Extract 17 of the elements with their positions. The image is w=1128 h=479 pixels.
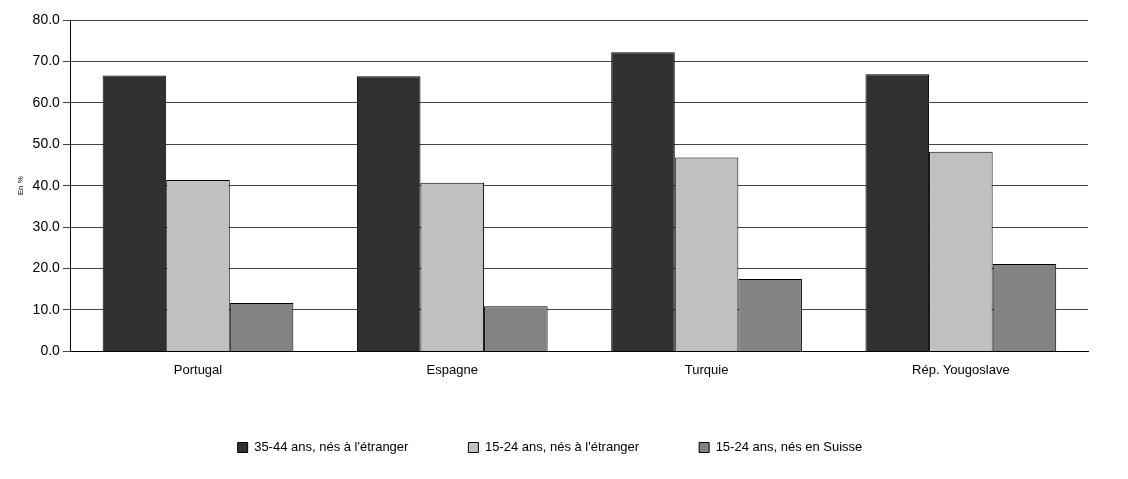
x-tick-label: Turquie bbox=[684, 361, 729, 377]
y-tick-label: 80.0 bbox=[32, 10, 61, 27]
y-tick-label: 60.0 bbox=[32, 93, 61, 110]
legend-label: 35-44 ans, nés à l'étranger bbox=[254, 439, 410, 455]
y-tick-label: 10.0 bbox=[32, 300, 61, 317]
y-tick-label: 20.0 bbox=[32, 259, 61, 276]
y-axis-title: En % bbox=[16, 176, 25, 196]
y-tick-label: 70.0 bbox=[32, 52, 61, 69]
y-tick-label: 30.0 bbox=[32, 217, 61, 234]
legend-label: 15-24 ans, nés à l'étranger bbox=[484, 439, 640, 455]
y-tick-label: 40.0 bbox=[32, 176, 61, 193]
x-tick-label: Portugal bbox=[173, 361, 223, 377]
x-tick-label: Espagne bbox=[426, 361, 478, 377]
legend-label: 15-24 ans, nés en Suisse bbox=[715, 439, 863, 455]
y-tick-label: 0.0 bbox=[40, 342, 61, 359]
y-tick-label: 50.0 bbox=[32, 135, 61, 152]
x-tick-label: Rép. Yougoslave bbox=[912, 361, 1010, 377]
